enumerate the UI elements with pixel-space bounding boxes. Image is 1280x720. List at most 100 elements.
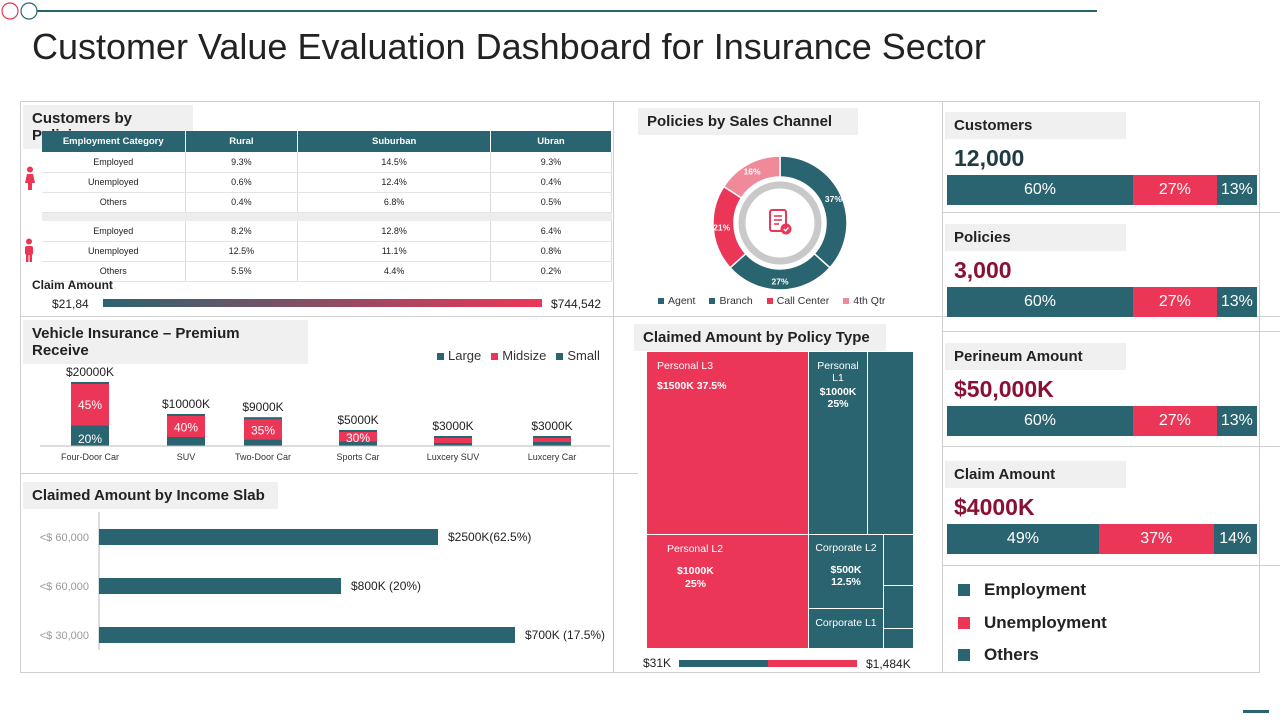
male-icon [25, 238, 33, 262]
sales-channel-legend: Agent Branch Call Center 4th Qtr [658, 295, 885, 307]
table-row: Unemployed 12.5% 11.1% 0.8% [42, 241, 612, 262]
vehicle-legend: Large Midsize Small [437, 348, 600, 363]
kpi-segment: 60% [947, 175, 1133, 205]
vehicle-bar-inner-label: 35% [251, 423, 275, 437]
kpi-stacked-bar: 49% 37% 14% [947, 524, 1257, 554]
table-row: Unemployed 0.6% 12.4% 0.4% [42, 172, 612, 193]
divider [20, 672, 1260, 673]
kpi-value: 12,000 [954, 145, 1025, 171]
table-row: Employed 8.2% 12.8% 6.4% [42, 221, 612, 242]
income-category-label: <$ 60,000 [40, 532, 89, 544]
donut-label: 27% [771, 277, 788, 287]
policy-type-title: Claimed Amount by Policy Type [634, 324, 886, 351]
column-header: Ubran [490, 131, 612, 152]
table-cell: 11.1% [297, 241, 492, 262]
divider [942, 565, 1280, 566]
divider [1259, 101, 1260, 673]
table-cell: 0.2% [490, 261, 612, 282]
kpi-stacked-bar: 60% 27% 13% [947, 287, 1257, 317]
legend-label: Small [567, 348, 600, 363]
vehicle-bar-midsize [339, 432, 377, 442]
income-bar [99, 529, 438, 545]
treemap-cell-personal-l2: Personal L2 $1000K 25% [647, 535, 808, 648]
treemap-cell-personal-l1: Personal L1 $1000K 25% [809, 352, 867, 534]
table-cell: 0.5% [490, 192, 612, 213]
table-header-row: Employment Category Rural Suburban Ubran [42, 131, 612, 152]
table-cell: 12.4% [297, 172, 492, 193]
legend-label: Unemployment [984, 613, 1107, 632]
vehicle-bar-total-label: $9000K [242, 400, 283, 414]
legend-swatch [709, 298, 716, 305]
divider [20, 101, 1260, 102]
kpi-title: Customers [945, 112, 1126, 139]
treemap-label: Personal L3 [657, 360, 714, 372]
claim-amount-label: Claim Amount [32, 278, 113, 292]
treemap-pct: 12.5% [831, 576, 861, 588]
vehicle-bar-inner-label: 20% [78, 432, 102, 446]
legend-swatch [491, 353, 499, 360]
divider [20, 473, 638, 474]
claim-max-label: $744,542 [551, 297, 602, 311]
female-icon [25, 166, 35, 190]
page-title: Customer Value Evaluation Dashboard for … [32, 26, 986, 67]
legend-swatch [766, 298, 773, 305]
vehicle-category-label: Four-Door Car [61, 452, 119, 462]
legend-swatch [556, 353, 564, 360]
divider [942, 101, 943, 673]
legend-item: Branch [709, 295, 753, 307]
kpi-segment: 27% [1133, 406, 1217, 436]
income-value-label: $2500K(62.5%) [448, 530, 531, 544]
treemap-cell-personal-l3: Personal L3 $1500K 37.5% [647, 352, 808, 534]
legend-label: Agent [668, 295, 696, 307]
vehicle-category-label: Luxcery Car [528, 452, 577, 462]
column-header: Rural [185, 131, 299, 152]
circles-icon [1, 2, 38, 20]
table-gap [42, 212, 612, 221]
legend-swatch [843, 298, 850, 305]
claim-gradient-bar [103, 299, 542, 307]
treemap-cell-strip [868, 352, 913, 534]
kpi-title: Policies [945, 224, 1126, 251]
vehicle-bar-total-label: $3000K [432, 419, 473, 433]
table-row: Others 5.5% 4.4% 0.2% [42, 261, 612, 282]
income-bar [99, 627, 515, 643]
table-cell: 6.8% [297, 192, 492, 213]
policy-range-bar-teal [679, 660, 768, 667]
header-decoration [0, 0, 40, 22]
treemap-cell-corporate-l1: Corporate L1 [809, 609, 883, 648]
vehicle-bar-midsize [71, 384, 109, 426]
footer-accent [1243, 710, 1269, 713]
treemap-pct: 25% [827, 398, 849, 410]
legend-swatch [658, 298, 664, 305]
table-row: Employed 9.3% 14.5% 9.3% [42, 152, 612, 173]
vehicle-category-label: SUV [177, 452, 196, 462]
legend-others: Others [958, 645, 1039, 665]
customers-by-policies-table: Employment Category Rural Suburban Ubran… [42, 131, 612, 282]
table-cell: 0.8% [490, 241, 612, 262]
divider [20, 316, 1280, 317]
income-value-label: $800K (20%) [351, 579, 421, 593]
vehicle-bar-total-label: $5000K [337, 413, 378, 427]
policy-range-bar-pink [768, 660, 857, 667]
table-cell: Others [42, 261, 186, 282]
kpi-segment: 13% [1216, 287, 1257, 317]
vehicle-bar-inner-label: 45% [78, 398, 102, 412]
divider [942, 212, 1280, 213]
table-cell: Others [42, 192, 186, 213]
treemap-value: $500K [830, 564, 862, 576]
donut-label: 21% [713, 223, 730, 233]
kpi-segment: 13% [1216, 175, 1257, 205]
vehicle-insurance-title: Vehicle Insurance – Premium Receive [23, 320, 308, 364]
donut-slice-4th-qtr [722, 155, 781, 200]
treemap-cell-small-2 [884, 586, 913, 628]
kpi-stacked-bar: 60% 27% 13% [947, 406, 1257, 436]
income-category-label: <$ 60,000 [40, 581, 89, 593]
kpi-segment: 49% [947, 524, 1099, 554]
income-slab-bar-chart: <$ 60,000 $2500K(62.5%) <$ 60,000 $800K (20… [40, 512, 605, 650]
table-cell: 9.3% [490, 152, 612, 173]
treemap-cell-small-1 [884, 535, 913, 585]
table-cell: 0.6% [185, 172, 299, 193]
income-bar [99, 578, 341, 594]
legend-swatch [958, 584, 970, 596]
treemap-label: Corporate L2 [815, 542, 877, 554]
